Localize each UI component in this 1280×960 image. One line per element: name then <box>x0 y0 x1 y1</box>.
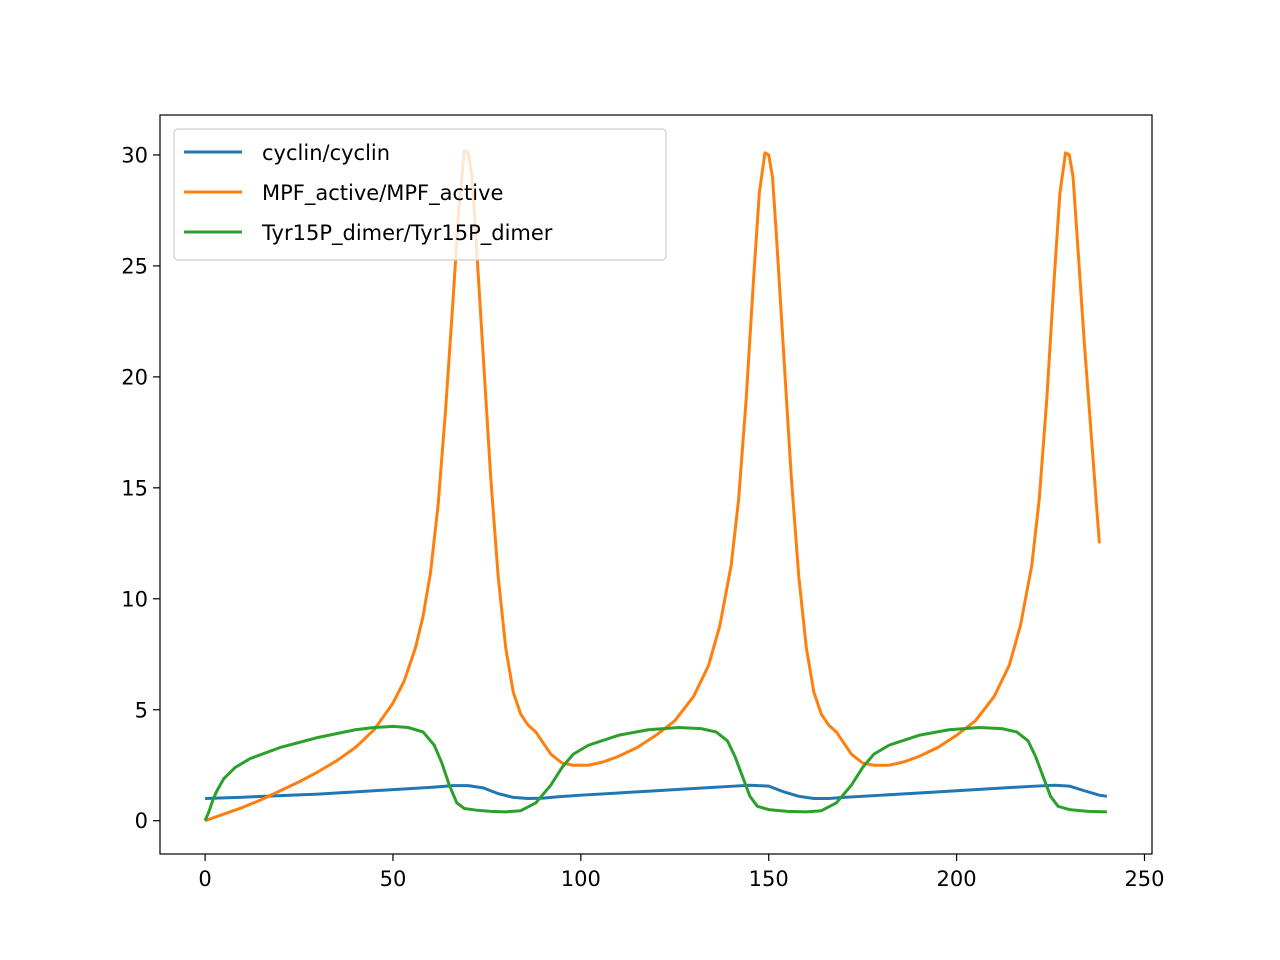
x-tick-label: 150 <box>749 867 789 891</box>
x-tick-label: 250 <box>1124 867 1164 891</box>
legend-box <box>173 128 667 261</box>
plot-frame <box>159 114 1153 855</box>
x-tick-label: 0 <box>198 867 211 891</box>
series-lines <box>203 149 1108 823</box>
y-axis: 0 5 10 15 20 25 30 <box>121 143 160 833</box>
y-tick-label: 20 <box>121 365 148 389</box>
x-axis: 0 50 100 150 200 250 <box>198 854 1165 891</box>
legend-label-1: cyclin/cyclin <box>262 141 390 165</box>
y-tick-label: 10 <box>121 587 148 611</box>
x-tick-label: 50 <box>380 867 407 891</box>
x-tick-label: 100 <box>561 867 601 891</box>
y-tick-label: 15 <box>121 476 148 500</box>
series-line-3 <box>203 724 1107 822</box>
y-tick-label: 5 <box>135 698 148 722</box>
y-tick-label: 0 <box>135 809 148 833</box>
y-tick-label: 30 <box>121 143 148 167</box>
legend-label-2: MPF_active/MPF_active <box>262 181 503 206</box>
series-line-1 <box>205 783 1108 801</box>
legend: cyclin/cyclin MPF_active/MPF_active Tyr15P… <box>173 128 667 261</box>
y-tick-label: 25 <box>121 254 148 278</box>
series-line-2 <box>204 149 1101 823</box>
legend-label-3: Tyr15P_dimer/Tyr15P_dimer <box>261 221 553 246</box>
x-tick-label: 200 <box>937 867 977 891</box>
